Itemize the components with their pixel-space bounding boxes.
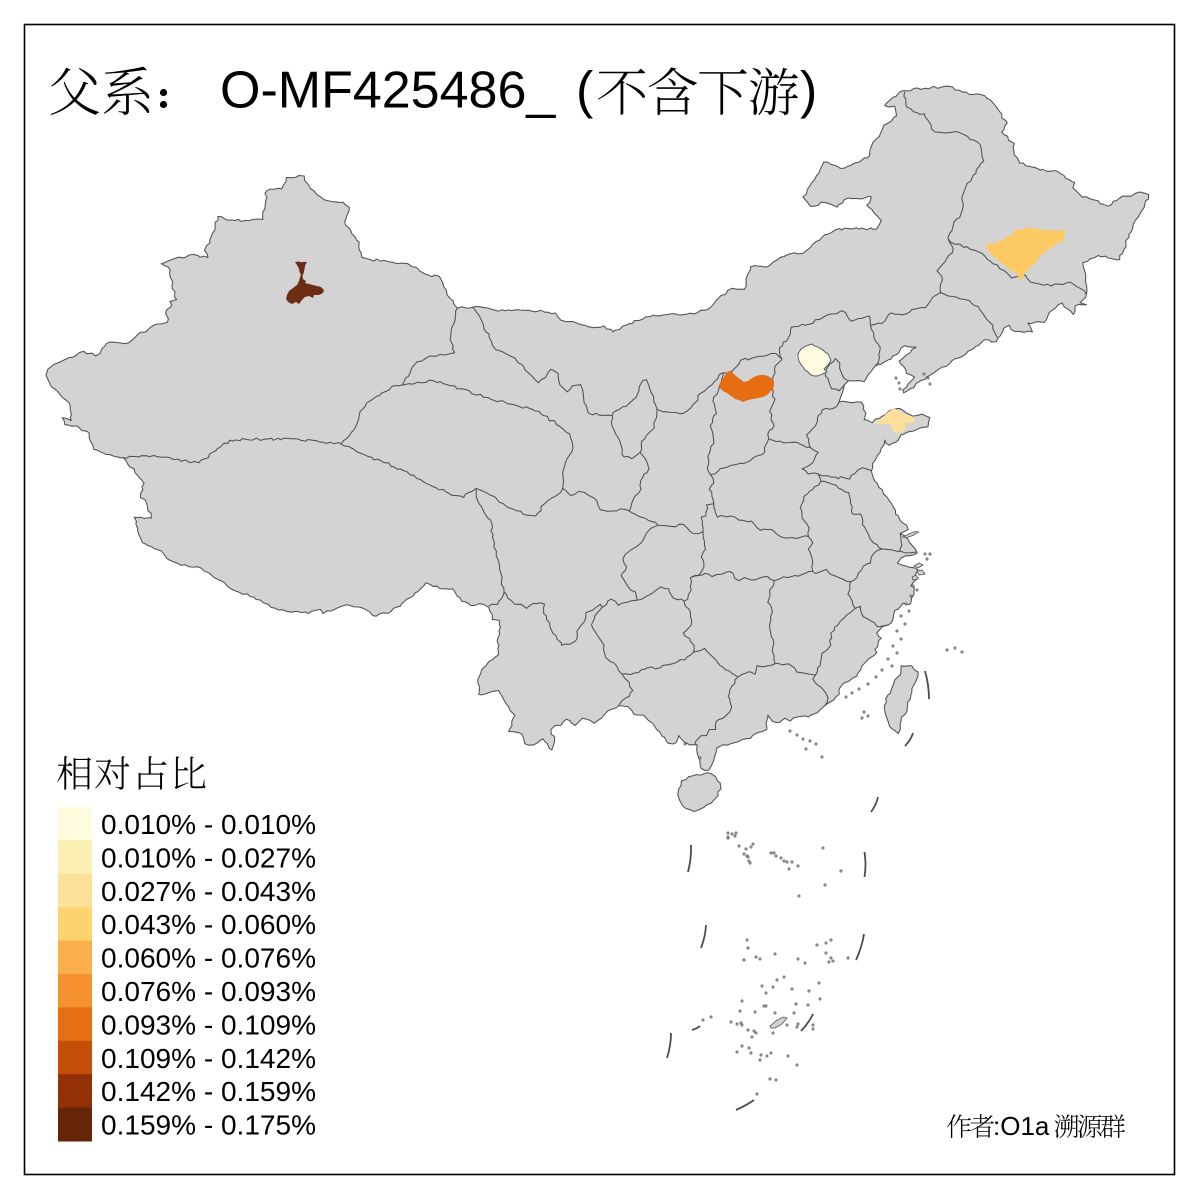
- svg-text:0.010% - 0.010%: 0.010% - 0.010%: [101, 809, 316, 840]
- svg-text:): ): [800, 62, 817, 120]
- svg-text:0.060% - 0.076%: 0.060% - 0.076%: [101, 943, 316, 974]
- svg-text:O-MF425486_: O-MF425486_: [220, 62, 556, 120]
- svg-text:0.142% - 0.159%: 0.142% - 0.159%: [101, 1076, 316, 1107]
- svg-text:0.093% - 0.109%: 0.093% - 0.109%: [101, 1009, 316, 1040]
- svg-text:0.076% - 0.093%: 0.076% - 0.093%: [101, 976, 316, 1007]
- svg-text:0.027% - 0.043%: 0.027% - 0.043%: [101, 876, 316, 907]
- svg-text:0.010% - 0.027%: 0.010% - 0.027%: [101, 842, 316, 873]
- svg-text:0.109% - 0.142%: 0.109% - 0.142%: [101, 1043, 316, 1074]
- svg-text:(: (: [576, 62, 594, 120]
- svg-text:0.159% - 0.175%: 0.159% - 0.175%: [101, 1110, 316, 1141]
- svg-text:0.043% - 0.060%: 0.043% - 0.060%: [101, 909, 316, 940]
- svg-text::O1a: :O1a: [993, 1111, 1050, 1141]
